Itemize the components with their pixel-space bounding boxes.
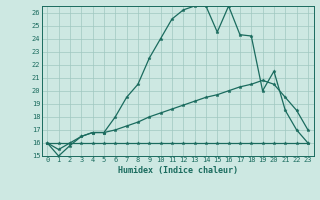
X-axis label: Humidex (Indice chaleur): Humidex (Indice chaleur) (118, 166, 237, 175)
